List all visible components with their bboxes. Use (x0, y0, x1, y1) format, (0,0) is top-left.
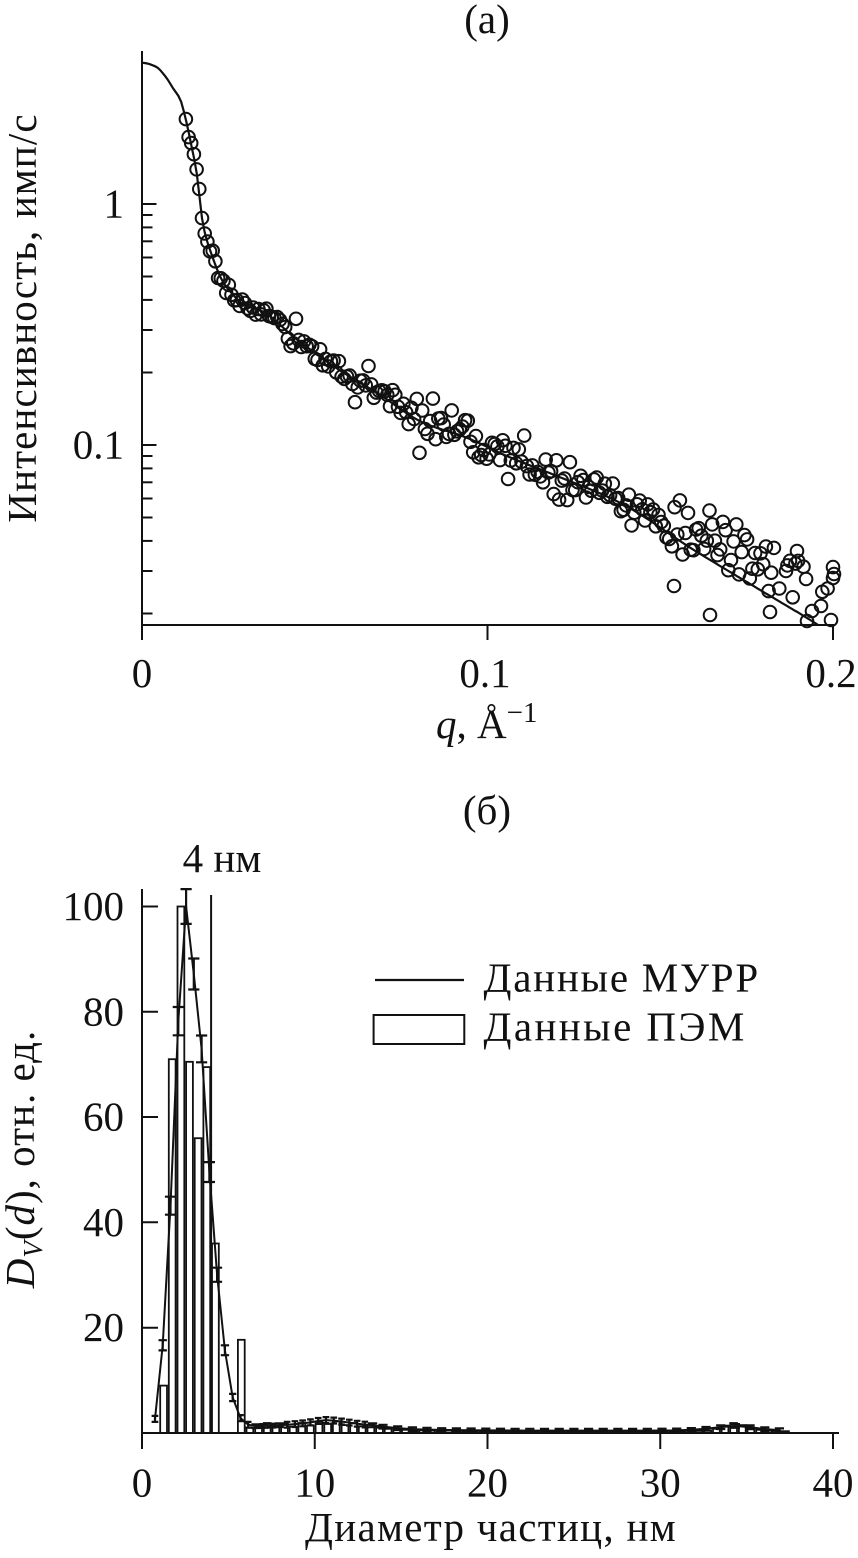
svg-text:Данные МУРР: Данные МУРР (484, 955, 760, 1001)
svg-text:100: 100 (63, 883, 125, 929)
svg-text:10: 10 (294, 1460, 335, 1506)
svg-text:20: 20 (467, 1460, 508, 1506)
svg-text:80: 80 (83, 988, 124, 1034)
svg-text:0.2: 0.2 (805, 650, 856, 696)
svg-text:0: 0 (132, 650, 153, 696)
svg-text:30: 30 (640, 1460, 681, 1506)
svg-text:0.1: 0.1 (459, 650, 510, 696)
svg-text:1: 1 (104, 181, 125, 227)
svg-text:60: 60 (83, 1094, 124, 1140)
svg-text:20: 20 (83, 1304, 124, 1350)
svg-text:Данные ПЭМ: Данные ПЭМ (484, 1004, 747, 1050)
svg-text:Интенсивность, имп/с: Интенсивность, имп/с (0, 113, 45, 522)
svg-text:(а): (а) (464, 0, 510, 42)
svg-text:(б): (б) (463, 787, 511, 833)
svg-text:4 нм: 4 нм (183, 835, 262, 881)
svg-text:40: 40 (813, 1460, 854, 1506)
svg-text:40: 40 (83, 1199, 124, 1245)
svg-text:0: 0 (132, 1460, 153, 1506)
svg-text:0.1: 0.1 (73, 422, 124, 468)
svg-text:Диаметр частиц, нм: Диаметр частиц, нм (305, 1504, 677, 1550)
svg-text:q, Å−1: q, Å−1 (436, 697, 537, 747)
